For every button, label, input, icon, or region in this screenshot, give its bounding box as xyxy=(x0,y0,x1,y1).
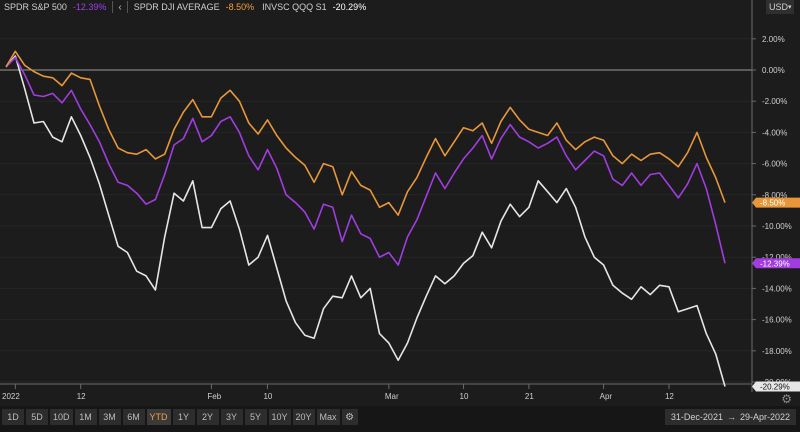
legend-item-spy[interactable]: SPDR S&P 500 -12.39% xyxy=(0,0,110,14)
range-button-1y[interactable]: 1Y xyxy=(172,409,195,425)
range-button-1m[interactable]: 1M xyxy=(74,409,97,425)
series-end-label: -20.29% xyxy=(752,381,800,392)
date-from: 31-Dec-2021 xyxy=(670,412,723,422)
y-tick-label: -18.00% xyxy=(762,347,792,356)
legend-name: INVSC QQQ S1 xyxy=(262,2,327,12)
range-button-3m[interactable]: 3M xyxy=(98,409,121,425)
x-tick-label: 10 xyxy=(263,392,272,401)
legend-name: SPDR S&P 500 xyxy=(4,2,67,12)
series-end-label: -12.39% xyxy=(752,258,800,269)
date-range-picker[interactable]: 31-Dec-2021 → 29-Apr-2022 xyxy=(664,409,796,425)
chart-legend: SPDR S&P 500 -12.39% ‹ SPDR DJI AVERAGE … xyxy=(0,0,370,14)
currency-select[interactable]: USD ▾ xyxy=(766,0,794,14)
end-label-text: -12.39% xyxy=(760,259,790,268)
series-end-label: -8.50% xyxy=(752,197,800,208)
price-chart: 2.00% 0.00% -2.00% -4.00% -6.00% -8.00% -10.00… xyxy=(0,0,800,401)
date-to: 29-Apr-2022 xyxy=(739,412,790,422)
series-line xyxy=(5,50,726,216)
y-tick-label: 2.00% xyxy=(762,35,785,44)
range-button-5d[interactable]: 5D xyxy=(26,409,48,425)
y-tick-label: -16.00% xyxy=(762,316,792,325)
legend-value: -8.50% xyxy=(225,2,255,12)
range-button-10y[interactable]: 10Y xyxy=(268,409,291,425)
range-button-max[interactable]: Max xyxy=(316,409,340,425)
y-tick-label: -14.00% xyxy=(762,284,792,293)
range-button-ytd[interactable]: YTD xyxy=(146,409,171,425)
chevron-down-icon: ▾ xyxy=(788,4,792,11)
gear-icon[interactable]: ⚙ xyxy=(341,409,358,425)
legend-name: SPDR DJI AVERAGE xyxy=(133,2,220,12)
legend-divider xyxy=(126,1,128,13)
range-buttons: 1D 5D 10D 1M 3M 6M YTD 1Y 2Y 3Y 5Y 10Y 20Y Max ⚙ xyxy=(2,409,358,425)
range-button-2y[interactable]: 2Y xyxy=(196,409,219,425)
range-button-3y[interactable]: 3Y xyxy=(220,409,243,425)
end-label-text: -8.50% xyxy=(760,199,785,208)
chevron-left-icon[interactable]: ‹ xyxy=(118,1,122,13)
x-tick-label: 10 xyxy=(460,392,469,401)
y-tick-label: -6.00% xyxy=(762,160,787,169)
currency-label: USD xyxy=(769,2,789,12)
y-tick-label: -4.00% xyxy=(762,128,787,137)
y-tick-label: -12.00% xyxy=(762,253,792,262)
y-tick-label: -8.00% xyxy=(762,191,787,200)
y-tick-label: -10.00% xyxy=(762,222,792,231)
legend-item-qqq[interactable]: INVSC QQQ S1 -20.29% xyxy=(258,0,370,14)
legend-item-dia[interactable]: SPDR DJI AVERAGE -8.50% xyxy=(130,0,258,14)
x-tick-label: 21 xyxy=(525,392,534,401)
x-tick-label: 12 xyxy=(665,392,674,401)
gear-icon[interactable]: ⚙ xyxy=(781,392,792,406)
legend-value: -20.29% xyxy=(332,2,367,12)
series-line xyxy=(5,55,726,387)
x-tick-label: Apr xyxy=(600,392,613,401)
arrow-right-icon: → xyxy=(726,412,736,422)
legend-value: -12.39% xyxy=(72,2,107,12)
y-tick-label: 0.00% xyxy=(762,66,785,75)
series-line xyxy=(5,56,726,266)
end-label-text: -20.29% xyxy=(760,383,790,392)
range-button-10d[interactable]: 10D xyxy=(50,409,73,425)
x-tick-label: 2022 xyxy=(2,392,20,401)
legend-divider xyxy=(112,1,114,13)
range-button-6m[interactable]: 6M xyxy=(122,409,145,425)
y-tick-label: -2.00% xyxy=(762,97,787,106)
x-tick-label: 12 xyxy=(77,392,86,401)
x-tick-label: Feb xyxy=(207,392,221,401)
range-button-5y[interactable]: 5Y xyxy=(244,409,267,425)
range-button-1d[interactable]: 1D xyxy=(2,409,24,425)
range-toolbar: 1D 5D 10D 1M 3M 6M YTD 1Y 2Y 3Y 5Y 10Y 20Y Max ⚙ 31-De… xyxy=(0,406,800,432)
range-button-20y[interactable]: 20Y xyxy=(292,409,315,425)
x-tick-label: Mar xyxy=(385,392,399,401)
